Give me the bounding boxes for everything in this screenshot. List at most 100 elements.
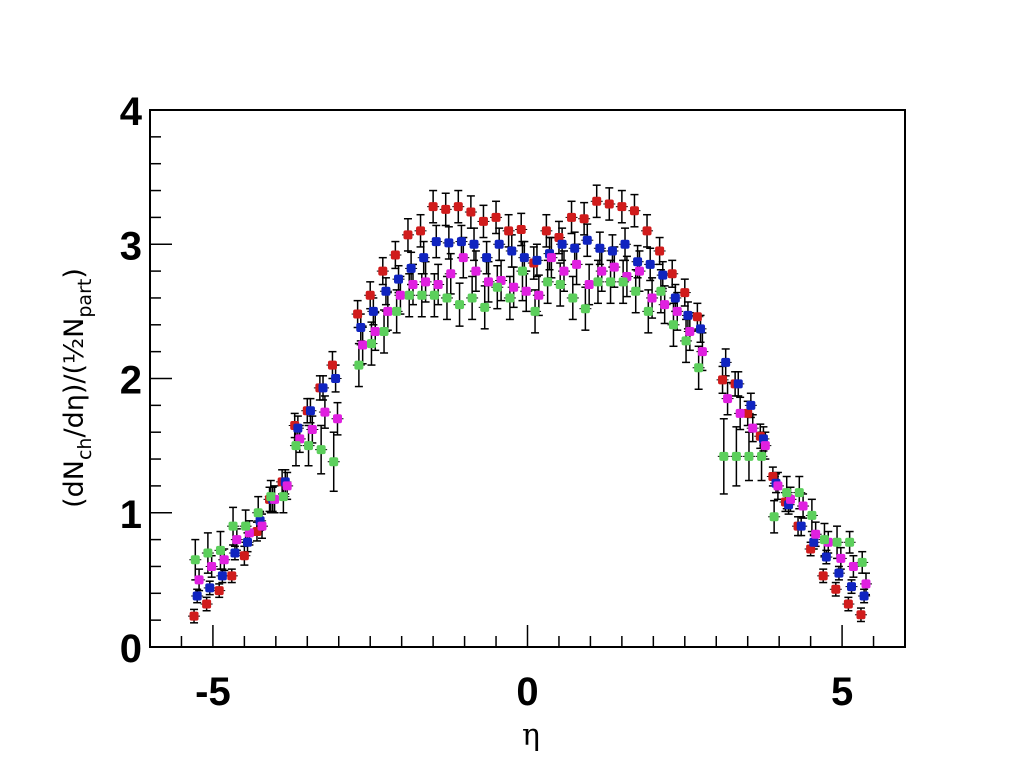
data-point: [428, 202, 438, 212]
data-point: [507, 246, 517, 256]
data-point: [683, 310, 693, 320]
data-point: [618, 277, 628, 287]
data-point: [230, 548, 240, 558]
data-point: [239, 551, 249, 561]
data-point: [832, 537, 842, 547]
data-point: [480, 302, 490, 312]
data-point: [383, 306, 393, 316]
y-tick-label: 4: [120, 90, 143, 134]
data-point: [331, 374, 341, 383]
data-point: [282, 481, 292, 491]
data-point: [821, 552, 831, 562]
data-point: [843, 599, 853, 609]
data-point: [546, 253, 556, 263]
data-point: [694, 363, 704, 373]
y-axis-title-sub-part: part: [74, 279, 96, 318]
data-point: [532, 255, 542, 265]
y-axis-title-sub-ch: ch: [74, 438, 96, 461]
data-point: [431, 237, 441, 247]
data-point: [681, 336, 691, 346]
data-point: [697, 347, 707, 357]
data-point: [831, 584, 841, 594]
data-point: [530, 306, 540, 316]
data-point: [394, 274, 404, 284]
data-point: [433, 280, 443, 290]
data-point: [643, 306, 653, 316]
data-point: [796, 521, 806, 531]
data-markers: [189, 196, 871, 621]
x-tick-label: 0: [516, 670, 538, 714]
data-point: [798, 501, 808, 511]
data-point: [453, 202, 463, 212]
y-tick-label: 3: [120, 224, 142, 268]
data-point: [584, 280, 594, 290]
data-point: [441, 204, 451, 214]
data-point: [471, 266, 481, 276]
data-point: [469, 239, 479, 249]
data-point: [593, 277, 603, 287]
data-point: [392, 306, 402, 316]
data-point: [444, 238, 454, 248]
data-point: [568, 293, 578, 303]
data-point: [390, 250, 400, 260]
data-point: [580, 304, 590, 314]
data-point: [609, 262, 619, 272]
data-point: [329, 457, 339, 467]
data-point: [379, 327, 389, 337]
data-point: [773, 481, 783, 491]
data-point: [366, 339, 376, 349]
y-tick-label: 2: [120, 359, 142, 403]
data-point: [656, 286, 666, 296]
data-point: [332, 414, 342, 424]
data-point: [395, 290, 405, 300]
data-point: [408, 280, 418, 290]
data-point: [592, 196, 602, 206]
data-point: [861, 579, 871, 589]
data-point: [570, 243, 580, 253]
data-point: [517, 266, 527, 276]
data-point: [358, 340, 368, 350]
tick-labels: -5 0 5 0 1 2 3 4: [120, 90, 853, 714]
data-point: [509, 282, 519, 292]
data-point: [692, 312, 702, 322]
data-point: [202, 599, 212, 609]
data-point: [572, 259, 582, 269]
data-point: [818, 571, 828, 581]
data-point: [620, 239, 630, 249]
data-point: [748, 423, 758, 433]
data-point: [215, 545, 225, 555]
data-point: [353, 309, 363, 319]
data-point: [579, 214, 589, 224]
data-point: [607, 246, 617, 256]
data-point: [760, 441, 770, 451]
data-point: [534, 290, 544, 300]
data-point: [631, 286, 641, 296]
data-point: [743, 408, 753, 418]
data-point: [859, 591, 869, 601]
data-point: [819, 535, 829, 545]
data-point: [217, 571, 227, 581]
data-point: [442, 293, 452, 303]
data-point: [658, 270, 668, 280]
data-point: [205, 583, 215, 593]
data-point: [192, 591, 202, 601]
data-point: [446, 269, 456, 279]
data-point: [811, 529, 821, 539]
data-point: [505, 293, 515, 303]
data-point: [316, 445, 326, 455]
data-point: [794, 488, 804, 498]
data-point: [680, 288, 690, 298]
data-point: [421, 277, 431, 287]
data-point: [541, 226, 551, 236]
data-point: [416, 226, 426, 236]
data-point: [227, 571, 237, 581]
data-point: [731, 451, 741, 461]
data-point: [403, 230, 413, 240]
data-point: [746, 400, 756, 410]
data-point: [836, 553, 846, 563]
data-point: [655, 246, 665, 256]
data-point: [857, 557, 867, 567]
data-point: [723, 394, 733, 404]
